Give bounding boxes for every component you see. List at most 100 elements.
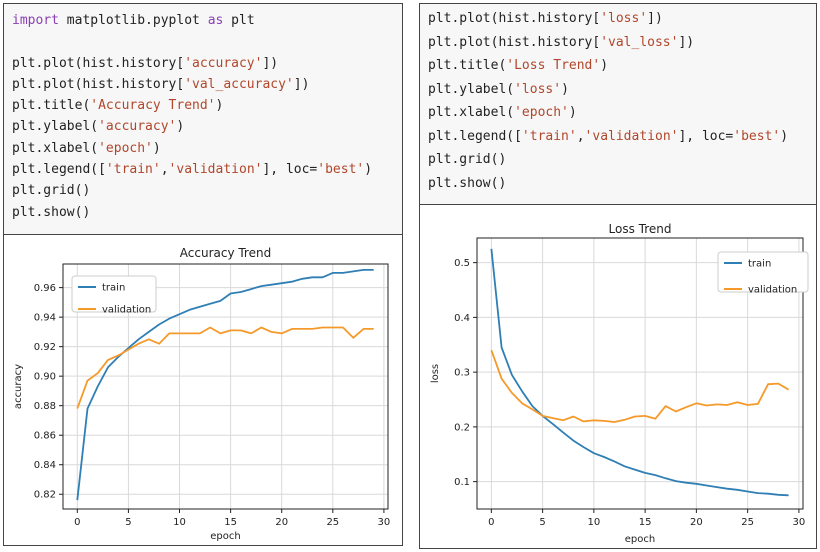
code-token: , [160, 162, 169, 178]
code-line: plt.ylabel('loss') [428, 78, 808, 102]
code-line: plt.show() [428, 172, 808, 196]
code-line: import matplotlib.pyplot as plt [12, 10, 394, 31]
code-token: 'val_accuracy' [184, 76, 294, 92]
legend-label-train: train [102, 283, 125, 294]
x-axis-label: epoch [625, 534, 655, 545]
x-tick-label: 10 [588, 517, 601, 528]
x-tick-label: 5 [539, 517, 545, 528]
code-line: plt.xlabel('epoch') [428, 101, 808, 125]
code-token: ) [152, 140, 161, 156]
code-token: 'train' [521, 128, 577, 144]
accuracy-notebook-panel: import matplotlib.pyplot as plt plt.plot(… [3, 3, 403, 546]
x-tick-label: 10 [173, 517, 186, 528]
legend-box [71, 275, 157, 313]
y-axis-label: loss [430, 364, 441, 383]
code-token: plt.plot(hist.history[ [12, 76, 185, 92]
code-token: 'validation' [584, 128, 679, 144]
y-tick-label: 0.3 [454, 368, 470, 379]
code-token: , [576, 128, 585, 144]
code-token: ) [215, 98, 224, 114]
code-line: plt.grid() [12, 180, 394, 201]
code-token: 'epoch' [514, 105, 569, 120]
code-token: plt.title( [428, 58, 507, 73]
y-tick-label: 0.5 [454, 258, 470, 269]
code-token: 'best' [733, 128, 781, 144]
x-tick-label: 30 [793, 517, 806, 528]
code-token: ) [780, 128, 789, 144]
x-tick-label: 30 [378, 517, 391, 528]
code-token: plt.xlabel( [428, 105, 515, 120]
x-tick-label: 25 [326, 517, 339, 528]
code-token: ) [176, 119, 185, 135]
code-token: plt.title( [12, 98, 91, 114]
code-token: 'train' [105, 162, 161, 178]
legend-label-validation: validation [102, 305, 151, 316]
code-token: 'best' [317, 162, 365, 178]
loss-validation-line [490, 349, 790, 423]
y-axis-label: accuracy [13, 364, 24, 409]
code-token: plt.ylabel( [12, 119, 99, 135]
code-line: plt.title('Accuracy Trend') [12, 95, 394, 116]
x-tick-label: 15 [224, 517, 237, 528]
code-token: ) [364, 162, 373, 178]
x-tick-label: 15 [639, 517, 652, 528]
code-token: 'accuracy' [98, 119, 177, 135]
code-line: plt.ylabel('accuracy') [12, 116, 394, 137]
code-token: import [12, 13, 59, 28]
accuracy-trend-chart: 0 5 10 15 20 25 30 0.82 0.84 0.86 0.88 0.90 0.92 0.94… [13, 246, 391, 542]
code-token: ]) [262, 55, 279, 71]
y-tick-label: 0.86 [34, 431, 56, 442]
code-token: plt.plot(hist.history[ [428, 34, 601, 50]
code-token: ], loc= [678, 128, 734, 144]
code-token: 'accuracy' [184, 55, 263, 71]
code-token: 'epoch' [98, 140, 153, 156]
code-token: plt.plot(hist.history[ [12, 55, 185, 71]
code-token: plt [223, 13, 255, 28]
code-token: plt.xlabel( [12, 140, 99, 156]
code-token: plt.legend([ [12, 162, 106, 178]
code-token: ) [561, 81, 569, 97]
code-line: plt.plot(hist.history['val_accuracy']) [12, 74, 394, 95]
y-tick-label: 0.92 [34, 342, 56, 353]
loss-trend-chart: 0 5 10 15 20 25 30 0.1 0.2 0.3 0.4 0.5 Loss Trend epo… [430, 222, 809, 545]
plot-frame [62, 263, 389, 510]
code-token: plt.grid() [12, 183, 91, 199]
code-token: 'loss' [514, 81, 562, 97]
loss-plot-output: 0 5 10 15 20 25 30 0.1 0.2 0.3 0.4 0.5 Loss Trend epo… [420, 205, 816, 548]
code-token: as [207, 13, 224, 28]
y-tick-label: 0.94 [34, 313, 56, 324]
code-line: plt.plot(hist.history['accuracy']) [12, 53, 394, 74]
y-tick-label: 0.82 [34, 490, 56, 501]
y-tick-label: 0.4 [454, 313, 470, 324]
legend-label-validation: validation [748, 285, 797, 296]
loss-code-cell[interactable]: plt.plot(hist.history[ 'loss']) plt.plot(h… [420, 4, 816, 205]
accuracy-plot-output: 0 5 10 15 20 25 30 0.82 0.84 0.86 0.88 0.90 0.92 0.94… [4, 235, 402, 545]
y-tick-label: 0.88 [34, 401, 56, 412]
code-line [12, 31, 394, 52]
x-tick-label: 20 [275, 517, 288, 528]
loss-notebook-panel: plt.plot(hist.history[ 'loss']) plt.plot(h… [419, 3, 817, 549]
y-tick-label: 0.96 [34, 283, 56, 294]
x-tick-label: 0 [74, 517, 80, 528]
code-token: matplotlib.pyplot [58, 13, 208, 28]
code-token: 'Accuracy Trend' [90, 98, 216, 114]
code-token: 'Loss Trend' [506, 58, 601, 73]
code-line: plt.show() [12, 202, 394, 223]
x-axis-label: epoch [210, 531, 240, 542]
code-token: plt.grid() [428, 152, 507, 167]
y-tick-label: 0.2 [454, 422, 470, 433]
chart-title: Accuracy Trend [180, 246, 271, 260]
chart-title: Loss Trend [609, 222, 672, 236]
accuracy-code-cell[interactable]: import matplotlib.pyplot as plt plt.plot(… [4, 4, 402, 235]
x-tick-label: 20 [690, 517, 703, 528]
code-line: plt.legend(['train','validation'], loc='… [428, 125, 808, 149]
x-tick-label: 0 [488, 517, 494, 528]
code-token: ]) [647, 11, 663, 26]
code-line: plt.plot(hist.history['val_loss']) [428, 31, 808, 55]
y-tick-label: 0.84 [34, 460, 56, 471]
code-token: ) [600, 58, 609, 73]
code-line: plt.grid() [428, 148, 808, 172]
code-token: ], loc= [262, 162, 318, 178]
accuracy-validation-line [76, 326, 374, 409]
legend-label-train: train [748, 259, 771, 270]
